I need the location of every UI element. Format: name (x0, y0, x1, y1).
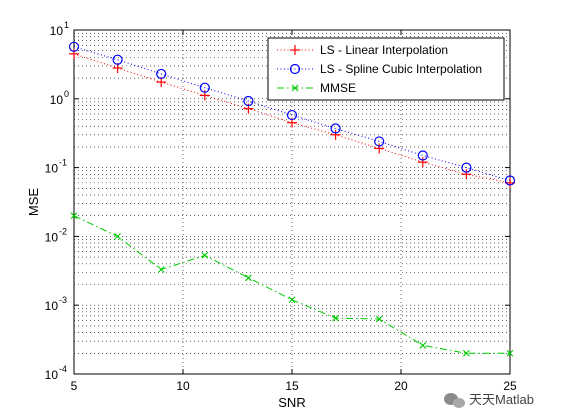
y-tick-exponent: -3 (59, 295, 67, 305)
series-layer (68, 41, 516, 357)
y-tick-base: 10 (45, 368, 59, 382)
y-tick-base: 10 (45, 299, 59, 313)
legend-label: MMSE (320, 81, 356, 95)
data-point-x (463, 349, 470, 357)
data-point-circle (330, 123, 341, 134)
series-1 (69, 48, 515, 188)
x-tick-label: 5 (71, 379, 78, 393)
watermark-text: 天天Matlab (469, 392, 534, 407)
data-point-plus (417, 157, 428, 168)
series-3 (70, 212, 514, 357)
legend-item: LS - Spline Cubic Interpolation (277, 62, 482, 76)
data-point-circle (289, 63, 301, 75)
data-point-plus (374, 143, 385, 154)
tick-marks (73, 29, 511, 375)
data-point-plus (330, 129, 341, 140)
y-tick-base: 10 (45, 230, 59, 244)
y-tick-label: 10 -4 (45, 364, 67, 382)
y-tick-exponent: 0 (64, 89, 69, 99)
y-tick-label: 10 -3 (45, 295, 67, 313)
y-tick-label: 10 -2 (45, 226, 67, 244)
y-tick-base: 10 (45, 162, 59, 176)
series-line (73, 215, 510, 354)
data-point-circle (243, 95, 254, 107)
x-tick-label: 25 (503, 379, 517, 393)
x-tick-labels: 5 10 15 20 25 (71, 379, 517, 393)
data-point-plus (69, 48, 79, 59)
data-point-x (291, 84, 299, 92)
y-tick-label: 10 -1 (45, 158, 67, 176)
data-point-x (419, 342, 427, 349)
x-tick-label: 15 (285, 379, 299, 393)
x-tick-label: 10 (176, 379, 190, 393)
y-tick-exponent: -1 (59, 158, 67, 168)
data-point-x (157, 266, 165, 273)
data-point-circle (504, 175, 516, 186)
series-2 (68, 41, 516, 186)
y-tick-base: 10 (50, 93, 64, 107)
legend-label: LS - Spline Cubic Interpolation (320, 62, 482, 76)
data-point-plus (461, 169, 472, 180)
legend: LS - Linear Interpolation LS - Spline Cub… (267, 37, 505, 101)
legend-box (267, 37, 505, 101)
x-axis-label: SNR (278, 395, 305, 410)
data-point-x (332, 314, 339, 322)
y-tick-exponent: -2 (59, 226, 67, 236)
data-point-x (288, 296, 296, 304)
y-axis-label: MSE (26, 188, 41, 217)
data-point-x (70, 212, 78, 220)
wechat-icon (444, 393, 465, 408)
data-point-plus (290, 45, 300, 55)
data-point-circle (461, 162, 472, 173)
data-point-x (114, 233, 121, 240)
y-tick-base: 10 (50, 24, 64, 38)
y-tick-label: 10 0 (50, 89, 69, 107)
data-point-circle (286, 109, 298, 121)
data-point-circle (374, 136, 385, 147)
watermark: 天天Matlab (444, 392, 534, 408)
grid-lines (74, 30, 510, 374)
legend-item: MMSE (277, 81, 356, 95)
legend-item: LS - Linear Interpolation (277, 43, 448, 57)
data-point-circle (199, 82, 210, 93)
legend-label: LS - Linear Interpolation (320, 43, 448, 57)
y-tick-exponent: -4 (59, 364, 67, 374)
data-point-x (375, 315, 383, 323)
data-point-x (201, 251, 209, 259)
x-tick-label: 20 (394, 379, 408, 393)
data-point-circle (68, 41, 80, 52)
data-point-circle (417, 150, 428, 161)
y-tick-exponent: 1 (64, 20, 69, 30)
data-point-circle (156, 68, 167, 80)
y-tick-label: 10 1 (50, 20, 69, 38)
data-point-plus (505, 177, 515, 188)
data-point-x (245, 274, 252, 282)
data-point-circle (112, 54, 123, 65)
data-point-x (506, 349, 514, 357)
series-line (73, 46, 511, 181)
